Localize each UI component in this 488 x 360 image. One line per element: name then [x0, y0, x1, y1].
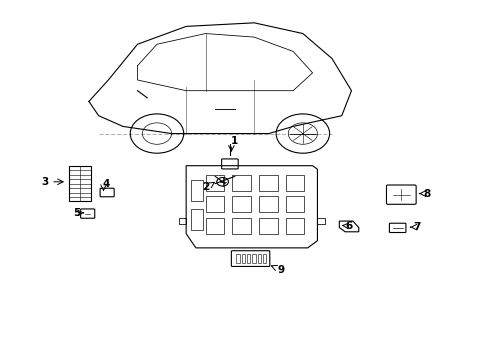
Bar: [259, 175, 277, 191]
Text: 6: 6: [345, 221, 352, 231]
Text: 7: 7: [412, 222, 420, 232]
Bar: [317, 218, 324, 224]
Bar: [285, 217, 304, 234]
Text: 1: 1: [231, 136, 238, 146]
Bar: [69, 166, 91, 202]
Bar: [205, 175, 224, 191]
Bar: [252, 254, 255, 263]
Bar: [205, 196, 224, 212]
Bar: [241, 254, 244, 263]
Bar: [232, 217, 250, 234]
Text: 4: 4: [102, 179, 109, 189]
Text: 9: 9: [277, 265, 284, 275]
Bar: [191, 208, 203, 230]
Bar: [285, 196, 304, 212]
Text: 2: 2: [202, 182, 209, 192]
Bar: [205, 217, 224, 234]
Bar: [263, 254, 266, 263]
Bar: [259, 217, 277, 234]
Bar: [232, 196, 250, 212]
Bar: [179, 218, 186, 224]
Bar: [236, 254, 239, 263]
Text: 5: 5: [73, 208, 80, 218]
Bar: [257, 254, 261, 263]
Text: 8: 8: [422, 189, 429, 199]
Bar: [191, 180, 203, 202]
Text: 3: 3: [41, 177, 49, 187]
Bar: [285, 175, 304, 191]
Bar: [259, 196, 277, 212]
Bar: [232, 175, 250, 191]
Bar: [246, 254, 250, 263]
